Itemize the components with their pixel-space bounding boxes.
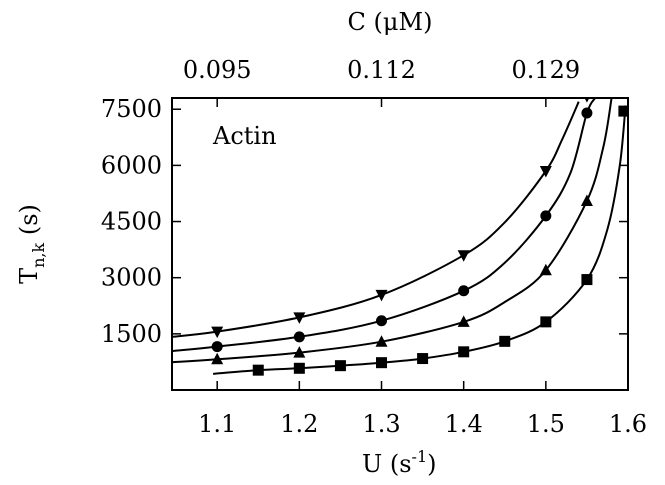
y-axis-title-rest: (s) [15, 204, 43, 243]
data-point-triangle-up [580, 194, 593, 206]
top-tick-label: 0.112 [347, 56, 416, 84]
y-axis-title-sub: n,k [29, 242, 48, 267]
data-point-triangle-down [539, 166, 552, 178]
data-point-circle [211, 341, 223, 353]
x-tick-label: 1.4 [445, 410, 483, 438]
y-tick-label: 7500 [101, 95, 162, 123]
data-point-triangle-up [539, 263, 552, 276]
series-triangle-up-curve [172, 98, 613, 364]
data-point-square [417, 353, 429, 365]
data-point-triangle-down [211, 326, 224, 339]
data-point-square [458, 346, 470, 358]
data-point-square [499, 335, 511, 347]
data-point-circle [581, 107, 593, 119]
data-point-square [252, 364, 264, 376]
y-tick-label: 1500 [101, 320, 162, 348]
x-tick-label: 1.6 [609, 410, 647, 438]
data-point-circle [293, 331, 305, 343]
y-tick-label: 3000 [101, 264, 162, 292]
x-tick-label: 1.5 [527, 410, 565, 438]
data-point-square [334, 360, 346, 372]
series-triangle-down-curve [172, 101, 580, 338]
data-point-square [618, 105, 628, 117]
y-axis-title-base: T [15, 268, 43, 284]
data-point-triangle-down [375, 289, 388, 302]
data-point-triangle-up [375, 335, 388, 347]
series-circle-curve [172, 98, 596, 353]
data-point-square [540, 316, 552, 328]
data-point-triangle-down [293, 312, 306, 324]
top-tick-labels: 0.095 0.112 0.129 [183, 56, 580, 84]
data-point-triangle-down [457, 250, 470, 262]
series-markers [211, 98, 628, 376]
data-point-circle [376, 315, 388, 327]
top-tick-label: 0.129 [511, 56, 580, 84]
data-point-square [293, 362, 305, 374]
top-axis-title: C (μM) [348, 8, 433, 36]
data-point-triangle-up [211, 352, 224, 365]
x-axis-title-close: ) [427, 450, 436, 478]
data-point-circle [540, 210, 552, 222]
y-tick-label: 6000 [101, 151, 162, 179]
data-point-triangle-up [293, 346, 306, 358]
y-tick-labels: 1500 3000 4500 6000 7500 [101, 95, 162, 348]
x-axis-title-sup: -1 [412, 447, 428, 466]
plot-area-frame [171, 97, 629, 391]
y-axis-title: Tn,k (s) [15, 204, 48, 284]
y-tick-label: 4500 [101, 208, 162, 236]
data-point-square [581, 274, 593, 286]
x-axis-title-base: U (s [362, 450, 412, 478]
top-tick-label: 0.095 [183, 56, 252, 84]
data-point-triangle-up [457, 315, 470, 327]
data-point-triangle-down [584, 98, 590, 103]
annotation-actin: Actin [212, 122, 277, 150]
data-point-circle [458, 285, 470, 297]
x-axis-title: U (s-1) [362, 447, 437, 478]
x-tick-labels: 1.1 1.2 1.3 1.4 1.5 1.6 [198, 410, 647, 438]
x-tick-label: 1.2 [280, 410, 318, 438]
x-tick-label: 1.1 [198, 410, 236, 438]
data-point-square [376, 357, 388, 369]
x-tick-label: 1.3 [362, 410, 400, 438]
